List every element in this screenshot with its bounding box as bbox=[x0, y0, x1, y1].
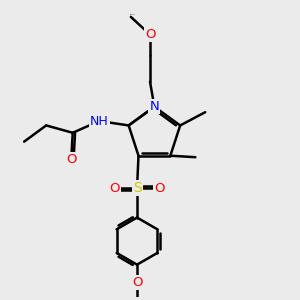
Text: O: O bbox=[110, 182, 120, 195]
Text: NH: NH bbox=[90, 115, 109, 128]
Text: N: N bbox=[149, 100, 159, 113]
Text: methoxy: methoxy bbox=[129, 13, 136, 15]
Text: S: S bbox=[133, 181, 141, 195]
Text: O: O bbox=[154, 182, 164, 195]
Text: O: O bbox=[132, 276, 142, 289]
Text: O: O bbox=[145, 28, 155, 41]
Text: O: O bbox=[66, 153, 76, 166]
